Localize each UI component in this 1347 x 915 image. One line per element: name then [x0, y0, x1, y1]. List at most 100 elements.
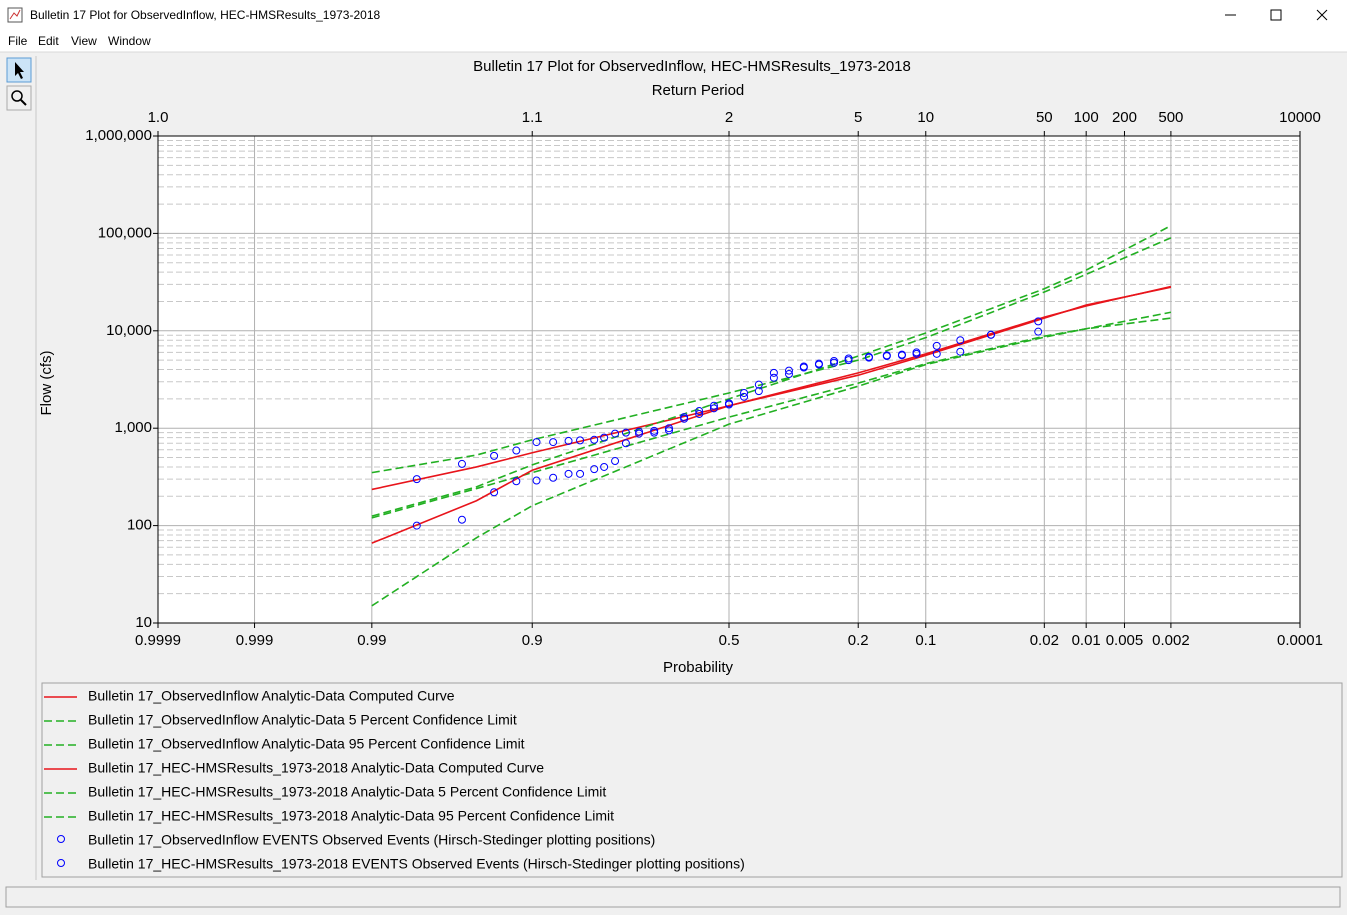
x2-tick-label: 2	[725, 109, 733, 126]
event-marker	[650, 428, 659, 437]
y-tick-label: 10	[135, 614, 152, 631]
x-tick-label: 0.9	[522, 632, 543, 649]
event-marker	[864, 353, 873, 362]
x-tick-label: 0.01	[1072, 632, 1101, 649]
event-marker	[564, 436, 573, 445]
event-marker	[897, 351, 906, 360]
event-marker	[457, 515, 466, 524]
legend-label: Bulletin 17_HEC-HMSResults_1973-2018 Ana…	[88, 760, 544, 776]
event-marker	[621, 428, 630, 437]
grid	[153, 131, 1301, 628]
menu-item[interactable]: File	[8, 34, 28, 48]
status-bar	[5, 886, 1341, 908]
close-button[interactable]	[1316, 9, 1328, 21]
y-tick-label: 100,000	[98, 224, 152, 241]
event-marker	[600, 462, 609, 471]
event-marker	[590, 435, 599, 444]
event-marker	[956, 336, 965, 345]
x2-tick-label: 5	[854, 109, 862, 126]
series-line	[371, 311, 1172, 607]
event-marker	[635, 429, 644, 438]
event-marker	[725, 400, 733, 409]
x2-tick-label: 500	[1158, 109, 1183, 126]
x2-tick-label: 1.0	[148, 109, 169, 126]
y-tick-label: 10,000	[106, 322, 152, 339]
event-marker	[769, 373, 778, 382]
event-marker	[600, 433, 609, 442]
maximize-button[interactable]	[1270, 9, 1282, 21]
x2-tick-label: 1.1	[522, 109, 543, 126]
event-marker	[740, 388, 749, 397]
chart-title: Bulletin 17 Plot for ObservedInflow, HEC…	[473, 58, 911, 75]
x2-tick-label: 10	[917, 109, 934, 126]
plot-marks	[371, 224, 1172, 607]
event-marker	[986, 330, 995, 339]
x-axis-label: Probability	[663, 659, 734, 676]
legend	[41, 682, 1343, 878]
x2-tick-label: 10000	[1279, 109, 1321, 126]
menu-item[interactable]: Window	[108, 34, 151, 48]
event-marker	[665, 424, 674, 433]
x-tick-label: 0.02	[1030, 632, 1059, 649]
event-marker	[814, 360, 823, 369]
event-marker	[882, 352, 891, 361]
y-tick-label: 1,000,000	[85, 127, 152, 144]
event-marker	[912, 349, 921, 358]
menu-item[interactable]: View	[71, 34, 97, 48]
event-marker	[932, 349, 941, 358]
legend-swatch	[57, 859, 65, 867]
title-and-menu-bar	[0, 0, 1347, 52]
plot-frame	[157, 135, 1301, 624]
event-marker	[490, 451, 499, 460]
x2-tick-label: 200	[1112, 109, 1137, 126]
pointer-tool[interactable]	[6, 57, 32, 83]
x-tick-label: 0.2	[848, 632, 869, 649]
legend-label: Bulletin 17_HEC-HMSResults_1973-2018 EVE…	[88, 856, 745, 872]
event-marker	[1034, 317, 1043, 326]
event-marker	[621, 439, 630, 448]
legend-swatch	[57, 835, 65, 843]
series-line	[371, 285, 1172, 544]
event-marker	[549, 438, 558, 447]
x2-axis-label: Return Period	[652, 82, 745, 99]
event-marker	[830, 358, 839, 367]
zoom-tool[interactable]	[6, 85, 32, 111]
window-title: Bulletin 17 Plot for ObservedInflow, HEC…	[30, 8, 381, 22]
event-marker	[754, 387, 763, 396]
event-marker	[769, 368, 778, 377]
event-marker	[490, 488, 499, 497]
event-marker	[576, 436, 585, 445]
x-tick-label: 0.1	[915, 632, 936, 649]
event-marker	[1034, 327, 1043, 336]
x-tick-label: 0.9999	[135, 632, 181, 649]
event-marker	[532, 476, 541, 485]
legend-label: Bulletin 17_HEC-HMSResults_1973-2018 Ana…	[88, 808, 614, 824]
event-marker	[576, 469, 585, 478]
event-marker	[932, 341, 941, 350]
legend-label: Bulletin 17_ObservedInflow Analytic-Data…	[88, 688, 455, 704]
event-marker	[665, 426, 674, 435]
menu-item[interactable]: Edit	[38, 34, 59, 48]
legend-label: Bulletin 17_ObservedInflow EVENTS Observ…	[88, 832, 655, 848]
menu-bar: File Edit View Window	[8, 34, 151, 48]
event-marker	[695, 407, 704, 416]
event-marker	[695, 409, 704, 418]
legend-entries: Bulletin 17_ObservedInflow Analytic-Data…	[44, 688, 745, 872]
legend-label: Bulletin 17_ObservedInflow Analytic-Data…	[88, 736, 525, 752]
x2-tick-label: 100	[1074, 109, 1099, 126]
y-axis-label: Flow (cfs)	[38, 351, 55, 416]
event-marker	[412, 475, 421, 484]
event-marker	[457, 459, 466, 468]
app-icon	[7, 7, 23, 23]
event-marker	[784, 370, 793, 379]
x-tick-label: 0.5	[719, 632, 740, 649]
legend-label: Bulletin 17_HEC-HMSResults_1973-2018 Ana…	[88, 784, 606, 800]
event-marker	[844, 356, 853, 365]
event-marker	[611, 457, 620, 466]
event-marker	[799, 363, 808, 372]
event-marker	[412, 521, 421, 530]
event-marker	[564, 469, 573, 478]
x-tick-label: 0.99	[357, 632, 386, 649]
y-tick-label: 100	[127, 517, 152, 534]
